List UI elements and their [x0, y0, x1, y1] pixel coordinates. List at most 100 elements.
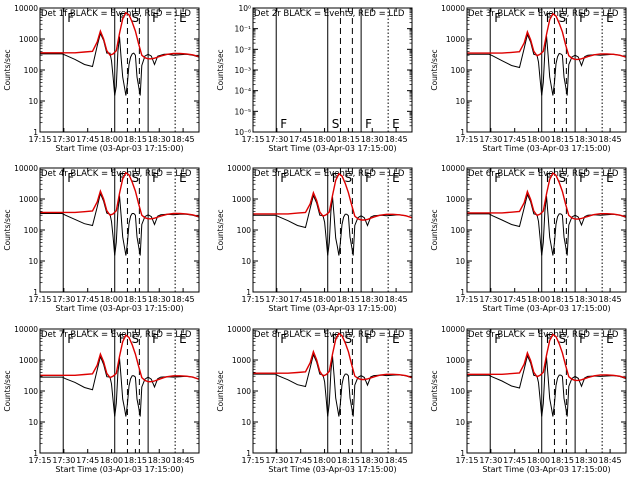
- interval-label: S: [131, 11, 139, 25]
- y-tick-label: 10⁻¹: [234, 25, 251, 34]
- panel-title: Det 7r BLACK = Events, RED = LLD: [41, 330, 192, 340]
- x-tick-label: 18:45: [172, 135, 195, 144]
- y-tick-label: 1000: [19, 195, 38, 204]
- interval-label: E: [179, 11, 187, 25]
- x-axis-title: Start Time (03-Apr-03 17:15:00): [268, 304, 396, 313]
- y-tick-label: 1000: [19, 356, 38, 365]
- y-tick-label: 10000: [441, 164, 465, 173]
- interval-label: F: [67, 11, 74, 25]
- x-tick-label: 18:30: [575, 295, 598, 304]
- y-axis-title: Counts/sec: [3, 49, 12, 90]
- x-tick-label: 18:30: [148, 456, 171, 465]
- y-tick-label: 10⁻⁴: [234, 87, 251, 96]
- lld-curve: [40, 334, 199, 383]
- lld-curve: [467, 12, 626, 61]
- interval-label: E: [392, 332, 400, 346]
- interval-label: F: [494, 332, 501, 346]
- y-tick-label: 10: [455, 97, 465, 106]
- x-tick-label: 17:45: [289, 456, 312, 465]
- interval-label: S: [558, 332, 566, 346]
- x-tick-label: 17:30: [479, 295, 502, 304]
- x-tick-label: 18:15: [551, 135, 574, 144]
- interval-label: F: [546, 332, 553, 346]
- y-axis-title: Counts/sec: [3, 370, 12, 411]
- y-tick-label: 1000: [446, 195, 465, 204]
- x-tick-label: 18:45: [599, 295, 622, 304]
- interval-label: F: [365, 171, 372, 185]
- interval-label: F: [152, 171, 159, 185]
- x-tick-label: 18:00: [100, 295, 123, 304]
- y-tick-label: 1000: [19, 35, 38, 44]
- interval-label: S: [344, 332, 352, 346]
- x-tick-label: 17:15: [28, 295, 51, 304]
- x-tick-label: 18:00: [313, 295, 336, 304]
- events-curve: [40, 32, 199, 96]
- x-tick-label: 17:45: [503, 456, 526, 465]
- x-tick-label: 18:15: [337, 456, 360, 465]
- y-tick-label: 10: [455, 418, 465, 427]
- panel-title: Det 2r BLACK = Events, RED = LLD: [254, 9, 405, 19]
- y-tick-label: 1: [33, 288, 38, 297]
- y-tick-label: 100: [237, 387, 252, 396]
- interval-label: F: [365, 117, 372, 131]
- y-tick-label: 10000: [227, 325, 251, 334]
- x-tick-label: 17:45: [503, 135, 526, 144]
- interval-label: S: [332, 117, 340, 131]
- y-tick-label: 100: [237, 226, 252, 235]
- lld-curve: [253, 172, 412, 221]
- x-tick-label: 18:15: [124, 135, 147, 144]
- x-tick-label: 18:30: [361, 456, 384, 465]
- interval-label: S: [558, 171, 566, 185]
- interval-label: F: [152, 332, 159, 346]
- x-tick-label: 18:45: [599, 135, 622, 144]
- interval-label: E: [179, 332, 187, 346]
- x-tick-label: 17:30: [52, 135, 75, 144]
- x-tick-label: 17:45: [76, 456, 99, 465]
- interval-label: E: [392, 171, 400, 185]
- interval-label: F: [280, 117, 287, 131]
- x-tick-label: 18:00: [527, 295, 550, 304]
- y-tick-label: 10: [28, 418, 38, 427]
- y-tick-label: 10000: [14, 4, 38, 13]
- x-tick-label: 18:30: [575, 135, 598, 144]
- y-tick-label: 1: [460, 288, 465, 297]
- x-tick-label: 18:30: [575, 456, 598, 465]
- y-tick-label: 10: [455, 257, 465, 266]
- y-tick-label: 10000: [14, 325, 38, 334]
- x-tick-label: 18:00: [313, 135, 336, 144]
- interval-label: E: [606, 332, 614, 346]
- y-axis-title: Counts/sec: [216, 370, 225, 411]
- panel-title: Det 6r BLACK = Events, RED = LLD: [468, 169, 619, 179]
- x-tick-label: 17:45: [289, 295, 312, 304]
- x-tick-label: 18:45: [385, 456, 408, 465]
- x-axis-title: Start Time (03-Apr-03 17:15:00): [482, 465, 610, 474]
- panel-title: Det 5r BLACK = Events, RED = LLD: [254, 169, 405, 179]
- interval-label: F: [365, 332, 372, 346]
- y-tick-label: 10000: [441, 325, 465, 334]
- y-tick-label: 10⁻⁵: [234, 107, 251, 116]
- interval-label: S: [558, 11, 566, 25]
- y-tick-label: 10⁻²: [234, 45, 251, 54]
- x-axis-title: Start Time (03-Apr-03 17:15:00): [55, 465, 183, 474]
- interval-label: S: [344, 171, 352, 185]
- y-tick-label: 1: [33, 449, 38, 458]
- x-tick-label: 18:45: [385, 295, 408, 304]
- x-tick-label: 17:15: [241, 135, 264, 144]
- y-axis-title: Counts/sec: [430, 209, 439, 250]
- x-axis-title: Start Time (03-Apr-03 17:15:00): [268, 465, 396, 474]
- x-tick-label: 17:15: [455, 456, 478, 465]
- x-tick-label: 17:15: [241, 456, 264, 465]
- x-tick-label: 18:00: [313, 456, 336, 465]
- lld-curve: [253, 332, 412, 381]
- x-tick-label: 18:00: [100, 135, 123, 144]
- x-tick-label: 18:15: [337, 295, 360, 304]
- y-tick-label: 1000: [232, 356, 251, 365]
- x-tick-label: 18:15: [124, 456, 147, 465]
- x-tick-label: 18:30: [148, 135, 171, 144]
